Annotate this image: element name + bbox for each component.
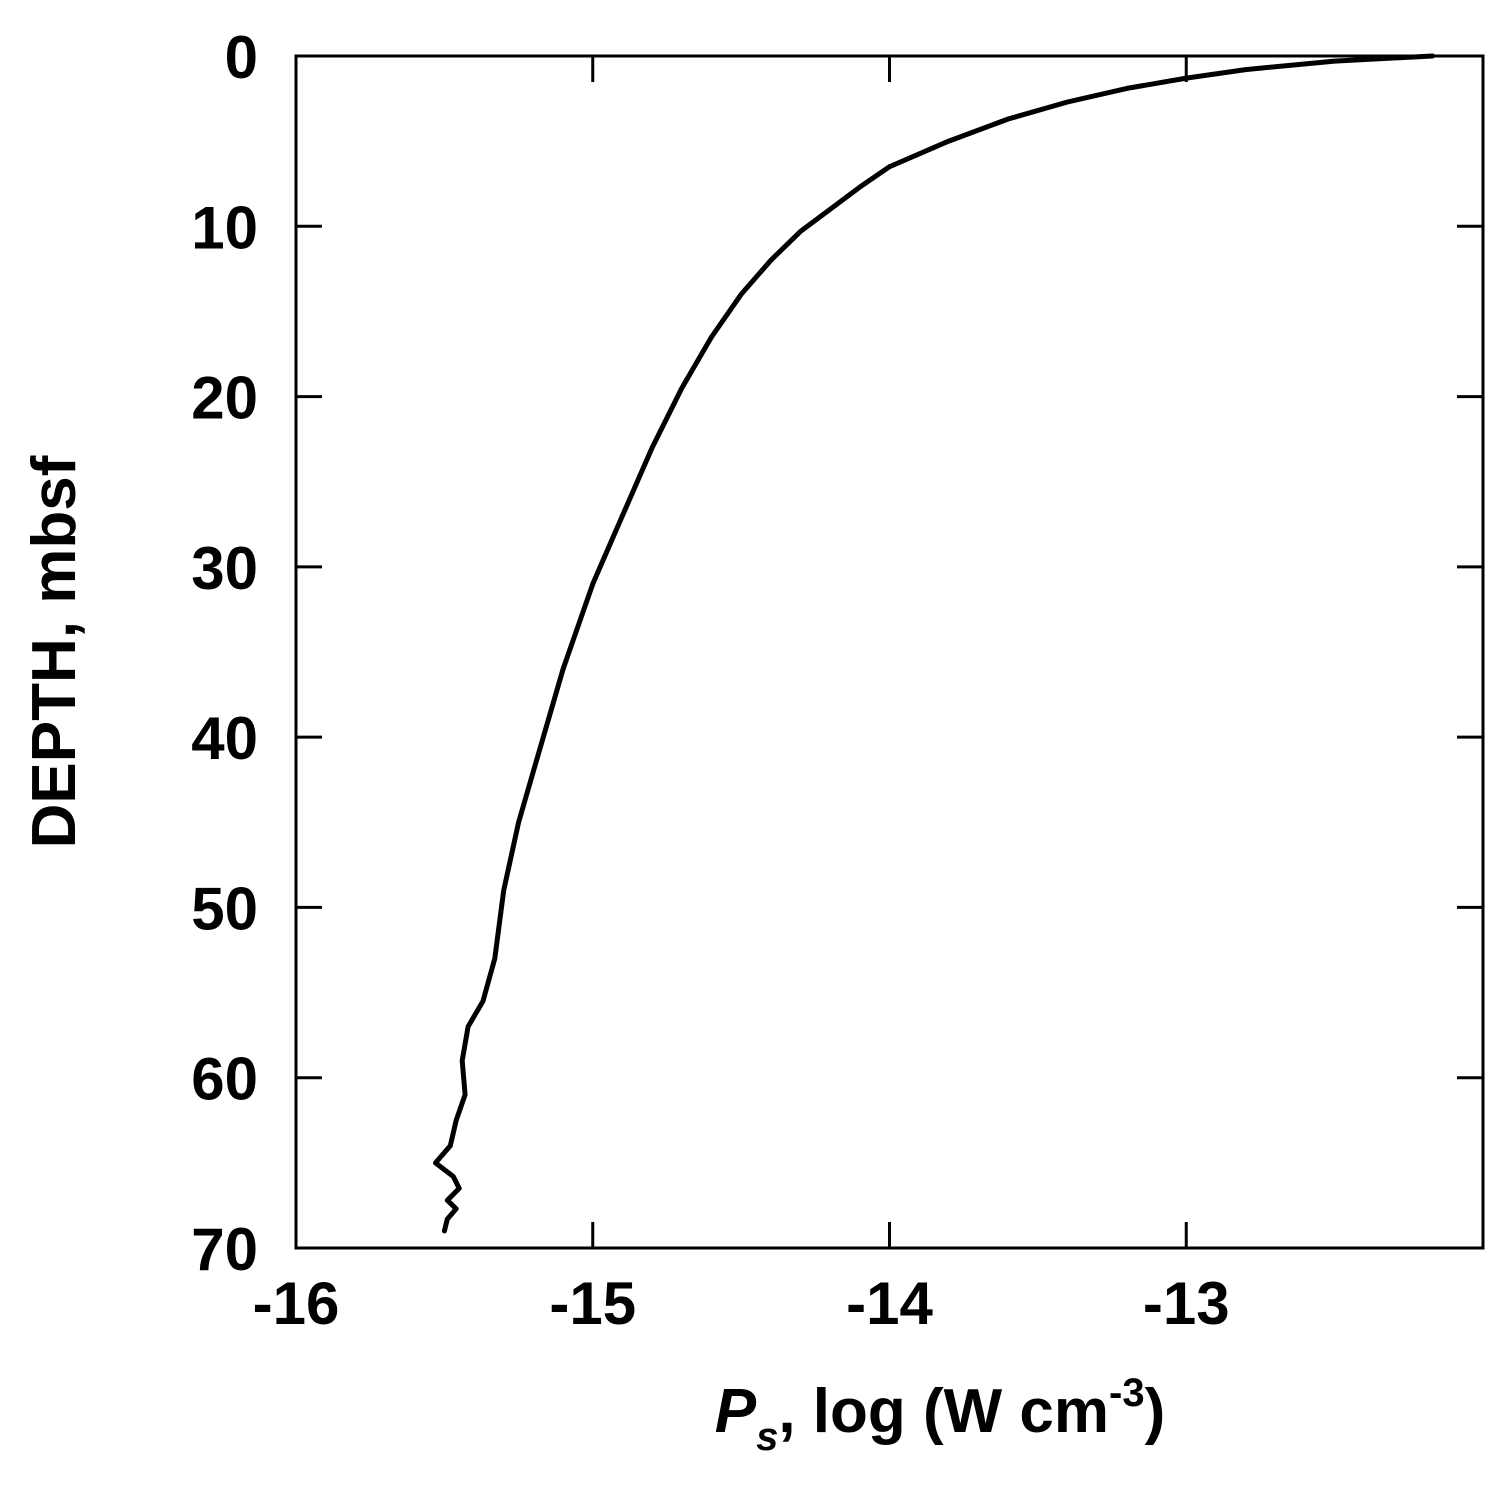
x-axis-title: Ps, log (W cm-3) [715,1371,1166,1459]
x-axis-title-symbol: P [715,1377,757,1446]
x-axis-ticks: -16 -15 -14 -13 [253,56,1230,1337]
plot-area [294,53,1485,1250]
x-tick-label: -16 [253,1270,340,1337]
series-line [433,53,1436,1234]
y-tick-label: 60 [191,1046,258,1113]
x-tick-label: -13 [1143,1270,1230,1337]
y-axis-title: DEPTH, mbsf [20,455,89,848]
y-tick-label: 0 [225,24,258,91]
x-tick-label: -15 [549,1270,636,1337]
y-axis-ticks: 0 10 20 30 40 50 60 70 [191,24,1483,1283]
plot-frame [294,54,1485,1250]
y-tick-label: 40 [191,705,258,772]
x-tick-label: -14 [846,1270,933,1337]
x-axis-title-superscript: -3 [1109,1371,1145,1415]
y-tick-label: 50 [191,875,258,942]
x-axis-title-subscript: s [756,1415,778,1459]
y-tick-label: 20 [191,365,258,432]
y-tick-label: 70 [191,1216,258,1283]
x-axis-title-unit: , log (W cm [778,1377,1109,1446]
y-tick-label: 10 [191,194,258,261]
y-tick-label: 30 [191,535,258,602]
x-axis-title-close: ) [1145,1377,1166,1446]
